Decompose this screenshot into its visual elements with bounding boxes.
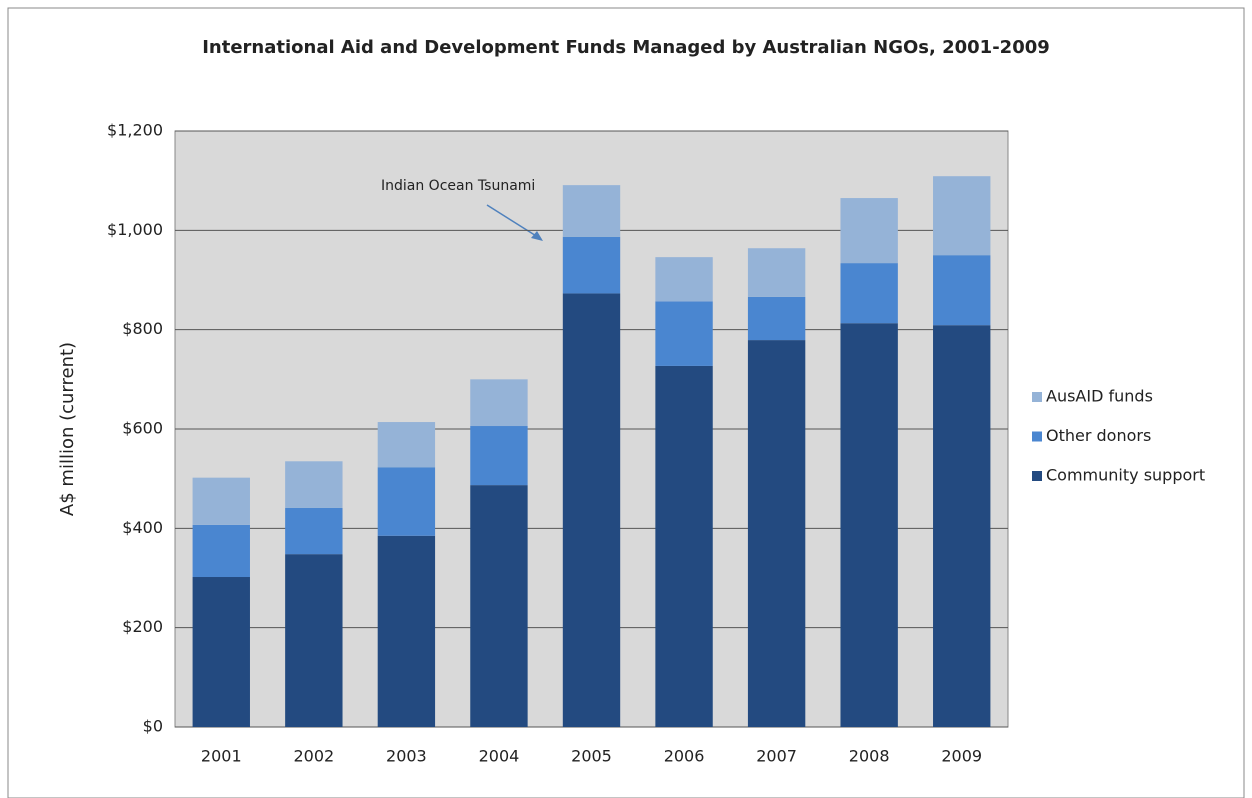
bar-segment	[933, 255, 991, 326]
bar-segment	[285, 507, 343, 555]
bar-segment	[192, 577, 250, 727]
bar-segment	[747, 340, 806, 727]
bar-segment	[655, 257, 713, 302]
x-tick-label: 2003	[386, 747, 427, 766]
bar-segment	[470, 379, 528, 427]
legend-label: Other donors	[1046, 426, 1151, 445]
bar-segment	[377, 422, 436, 468]
bar-segment	[655, 365, 713, 727]
bar-segment	[192, 524, 250, 578]
bar-segment	[192, 477, 250, 525]
x-tick-label: 2001	[201, 747, 242, 766]
y-tick-label: $0	[143, 717, 163, 736]
bar-segment	[377, 467, 436, 536]
chart-title: International Aid and Development Funds …	[202, 37, 1050, 58]
x-tick-label: 2007	[756, 747, 797, 766]
x-tick-label: 2002	[293, 747, 334, 766]
y-tick-label: $800	[122, 319, 163, 338]
y-tick-label: $1,200	[107, 121, 163, 140]
bar-segment	[840, 198, 898, 264]
bar-segment	[377, 535, 436, 727]
x-tick-label: 2004	[479, 747, 520, 766]
bar-segment	[562, 293, 621, 727]
x-tick-label: 2006	[664, 747, 705, 766]
bar-segment	[933, 325, 991, 727]
bar-segment	[562, 185, 621, 237]
bar-segment	[562, 236, 621, 294]
legend-label: Community support	[1046, 466, 1205, 485]
legend-swatch	[1032, 431, 1042, 442]
y-tick-label: $600	[122, 419, 163, 438]
x-tick-label: 2008	[849, 747, 890, 766]
x-tick-label: 2009	[941, 747, 982, 766]
bar-segment	[840, 323, 898, 727]
bar-segment	[840, 263, 898, 324]
bar-segment	[747, 296, 806, 341]
annotation-arrow	[486, 204, 543, 241]
y-tick-label: $400	[122, 518, 163, 537]
legend-swatch	[1032, 471, 1042, 481]
x-tick-label: 2005	[571, 747, 612, 766]
bar-segment	[285, 554, 343, 727]
y-tick-label: $200	[122, 617, 163, 636]
y-axis-label: A$ million (current)	[57, 342, 78, 516]
bar-segment	[470, 426, 528, 486]
legend-label: AusAID funds	[1046, 387, 1153, 406]
bar-segment	[747, 248, 806, 297]
bar-segment	[470, 485, 528, 727]
annotation: Indian Ocean Tsunami	[381, 178, 535, 194]
bar-segment	[933, 176, 991, 256]
y-tick-label: $1,000	[107, 220, 163, 239]
bar-segment	[285, 461, 343, 508]
bar-segment	[655, 301, 713, 366]
legend-swatch	[1032, 392, 1042, 402]
